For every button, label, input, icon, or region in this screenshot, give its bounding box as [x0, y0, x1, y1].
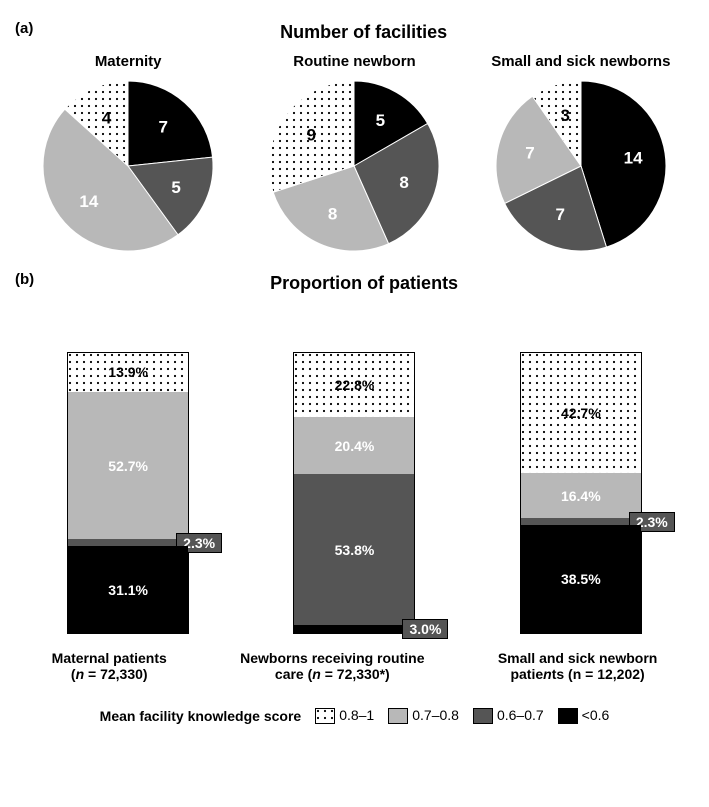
bar-segment: 38.5% — [521, 525, 641, 633]
legend-label: 0.6–0.7 — [497, 707, 544, 723]
bar-segment: 13.9% — [68, 353, 188, 392]
bar-segment: 22.8% — [294, 353, 414, 417]
bars-row: 13.9%52.7%2.3%31.1% 22.8%20.4%53.8%3.0% 42… — [15, 314, 694, 634]
pie-slice-label: 7 — [525, 143, 534, 162]
bar-caption: Newborns receiving routinecare (n = 72,3… — [240, 650, 424, 682]
legend-item: 0.6–0.7 — [473, 707, 544, 724]
pie-chart: 5 8 8 9 — [264, 76, 444, 256]
bar-segment: 3.0% — [294, 625, 414, 633]
pie-slice-label: 5 — [172, 178, 181, 197]
pie-row: Maternity 7 5 14 4 Routine newborn 5 8 8 9 Small… — [15, 53, 694, 261]
legend-label: 0.8–1 — [339, 707, 374, 723]
legend-label: <0.6 — [582, 707, 610, 723]
pie-slice-label: 14 — [623, 149, 642, 168]
pie-slice — [128, 81, 213, 166]
bar-segment-label: 3.0% — [402, 619, 448, 639]
stacked-bar: 22.8%20.4%53.8%3.0% — [293, 352, 415, 634]
bar-segment: 42.7% — [521, 353, 641, 473]
pie-chart: 7 5 14 4 — [38, 76, 218, 256]
bar-caption: Small and sick newbornpatients (n = 12,2… — [498, 650, 658, 682]
bar-segment: 31.1% — [68, 546, 188, 633]
panel-b-title: Proportion of patients — [34, 273, 694, 294]
stacked-bar: 42.7%16.4%2.3%38.5% — [520, 352, 642, 634]
pie-title: Maternity — [38, 53, 218, 70]
legend-swatch — [388, 708, 408, 724]
pie-chart: 14 7 7 3 — [491, 76, 671, 256]
pie-slice-label: 8 — [328, 205, 337, 224]
pie-title: Small and sick newborns — [491, 53, 671, 70]
bar-segment: 52.7% — [68, 392, 188, 540]
pie-slice-label: 3 — [560, 106, 569, 125]
bar-segment: 16.4% — [521, 473, 641, 519]
pie-slice-label: 9 — [307, 126, 316, 145]
pie-title: Routine newborn — [264, 53, 444, 70]
pie-slice-label: 7 — [159, 117, 168, 136]
pie-slice-label: 5 — [376, 111, 385, 130]
bar-caption: Maternal patients(n = 72,330) — [52, 650, 167, 682]
legend-title: Mean facility knowledge score — [100, 708, 302, 724]
stacked-bar: 13.9%52.7%2.3%31.1% — [67, 352, 189, 634]
legend-swatch — [315, 708, 335, 724]
pie-slice-label: 4 — [102, 108, 112, 127]
pie-slice-label: 8 — [400, 173, 409, 192]
pie-slice-label: 7 — [555, 205, 564, 224]
legend-swatch — [473, 708, 493, 724]
legend-swatch — [558, 708, 578, 724]
pie-slice-label: 14 — [80, 192, 99, 211]
bar-segment: 53.8% — [294, 474, 414, 625]
panel-a-title: Number of facilities — [33, 22, 694, 43]
legend-item: <0.6 — [558, 707, 610, 724]
legend-item: 0.8–1 — [315, 707, 374, 724]
panel-b-label: (b) — [15, 271, 34, 288]
legend: Mean facility knowledge score 0.8–1 0.7–0.… — [15, 707, 694, 724]
bar-segment: 20.4% — [294, 417, 414, 474]
legend-item: 0.7–0.8 — [388, 707, 459, 724]
panel-a-label: (a) — [15, 20, 33, 37]
legend-label: 0.7–0.8 — [412, 707, 459, 723]
